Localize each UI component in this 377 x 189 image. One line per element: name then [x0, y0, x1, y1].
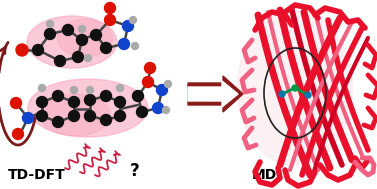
Circle shape	[144, 63, 155, 74]
Circle shape	[132, 43, 138, 50]
Ellipse shape	[28, 79, 148, 137]
Circle shape	[70, 87, 78, 94]
Text: TD-DFT: TD-DFT	[8, 168, 66, 182]
Circle shape	[55, 56, 66, 67]
Circle shape	[44, 29, 55, 40]
Circle shape	[292, 85, 298, 91]
Circle shape	[52, 91, 63, 101]
Ellipse shape	[58, 19, 112, 57]
Circle shape	[118, 39, 130, 50]
Circle shape	[37, 111, 48, 122]
Circle shape	[23, 112, 34, 123]
Circle shape	[132, 91, 144, 101]
Circle shape	[279, 91, 285, 97]
Ellipse shape	[238, 11, 352, 166]
Circle shape	[136, 106, 147, 118]
Circle shape	[101, 91, 112, 101]
Circle shape	[162, 106, 170, 114]
Circle shape	[305, 92, 311, 98]
Ellipse shape	[40, 94, 110, 136]
Text: MD: MD	[252, 168, 277, 182]
Circle shape	[86, 87, 93, 94]
Circle shape	[37, 97, 48, 108]
Text: ?: ?	[130, 162, 140, 180]
Circle shape	[69, 111, 80, 122]
Circle shape	[123, 20, 133, 32]
Circle shape	[90, 29, 101, 40]
Circle shape	[46, 20, 54, 28]
Circle shape	[16, 44, 28, 56]
Circle shape	[164, 81, 172, 88]
Circle shape	[38, 84, 46, 91]
Circle shape	[12, 129, 23, 139]
Circle shape	[52, 116, 63, 128]
Circle shape	[69, 97, 80, 108]
FancyArrow shape	[188, 76, 243, 112]
Circle shape	[153, 102, 164, 114]
Circle shape	[78, 26, 86, 33]
Circle shape	[101, 115, 112, 125]
Ellipse shape	[27, 16, 117, 68]
FancyArrow shape	[188, 81, 238, 107]
Circle shape	[104, 15, 115, 26]
Circle shape	[116, 84, 124, 91]
Circle shape	[84, 94, 95, 105]
Circle shape	[130, 16, 136, 23]
Circle shape	[143, 77, 153, 88]
Circle shape	[72, 51, 83, 63]
Circle shape	[84, 54, 92, 61]
Circle shape	[77, 35, 87, 46]
Circle shape	[63, 25, 74, 36]
Circle shape	[156, 84, 167, 95]
Circle shape	[115, 111, 126, 122]
Circle shape	[11, 98, 21, 108]
Circle shape	[84, 111, 95, 122]
Circle shape	[115, 97, 126, 108]
Circle shape	[32, 44, 43, 56]
Circle shape	[101, 43, 112, 53]
Circle shape	[104, 2, 115, 13]
